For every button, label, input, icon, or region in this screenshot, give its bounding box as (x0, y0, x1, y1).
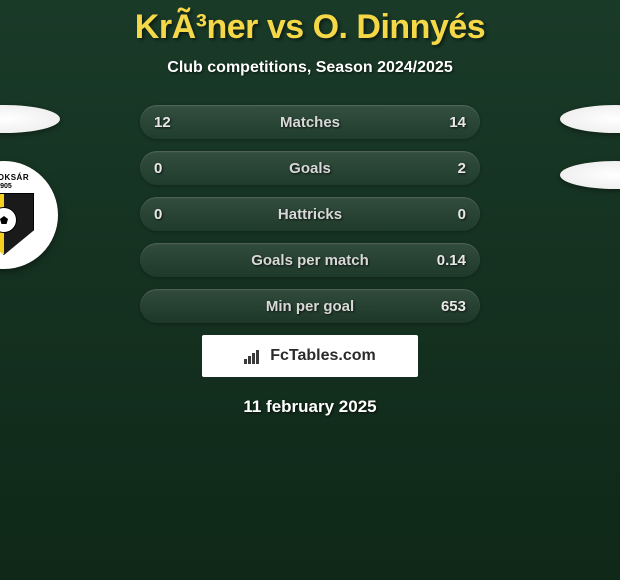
club-badge: SOROKSÁR SC 1905 (0, 161, 58, 269)
stat-left-value: 12 (154, 114, 186, 131)
badge-shield (0, 193, 34, 255)
stat-label: Goals per match (251, 252, 369, 269)
badge-inner: SOROKSÁR SC 1905 (0, 171, 48, 259)
decor-ellipse (560, 161, 620, 189)
page-title: KrÃ³ner vs O. Dinnyés (0, 0, 620, 47)
date-text: 11 february 2025 (0, 397, 620, 417)
stat-label: Min per goal (266, 298, 354, 315)
stat-label: Goals (289, 160, 331, 177)
brand-box[interactable]: FcTables.com (202, 335, 418, 377)
chart-icon (244, 348, 264, 364)
stat-left-value: 0 (154, 206, 186, 223)
decor-ellipse (560, 105, 620, 133)
stat-right-value: 14 (434, 114, 466, 131)
left-decorations: SOROKSÁR SC 1905 (0, 105, 60, 269)
stat-label: Matches (280, 114, 340, 131)
stat-right-value: 0.14 (434, 252, 466, 269)
stat-row-goals: 0 Goals 2 (140, 151, 480, 185)
stat-row-hattricks: 0 Hattricks 0 (140, 197, 480, 231)
right-decorations (560, 105, 620, 189)
subtitle: Club competitions, Season 2024/2025 (0, 59, 620, 77)
content-area: SOROKSÁR SC 1905 12 Matches 14 0 Goals 2… (0, 105, 620, 417)
stat-row-min-per-goal: Min per goal 653 (140, 289, 480, 323)
brand-text: FcTables.com (270, 347, 376, 365)
stat-row-matches: 12 Matches 14 (140, 105, 480, 139)
stat-row-goals-per-match: Goals per match 0.14 (140, 243, 480, 277)
stat-right-value: 2 (434, 160, 466, 177)
stats-container: 12 Matches 14 0 Goals 2 0 Hattricks 0 Go… (140, 105, 480, 323)
stat-right-value: 0 (434, 206, 466, 223)
stat-left-value: 0 (154, 160, 186, 177)
stat-label: Hattricks (278, 206, 342, 223)
stat-right-value: 653 (434, 298, 466, 315)
decor-ellipse (0, 105, 60, 133)
badge-year: 1905 (0, 183, 12, 190)
